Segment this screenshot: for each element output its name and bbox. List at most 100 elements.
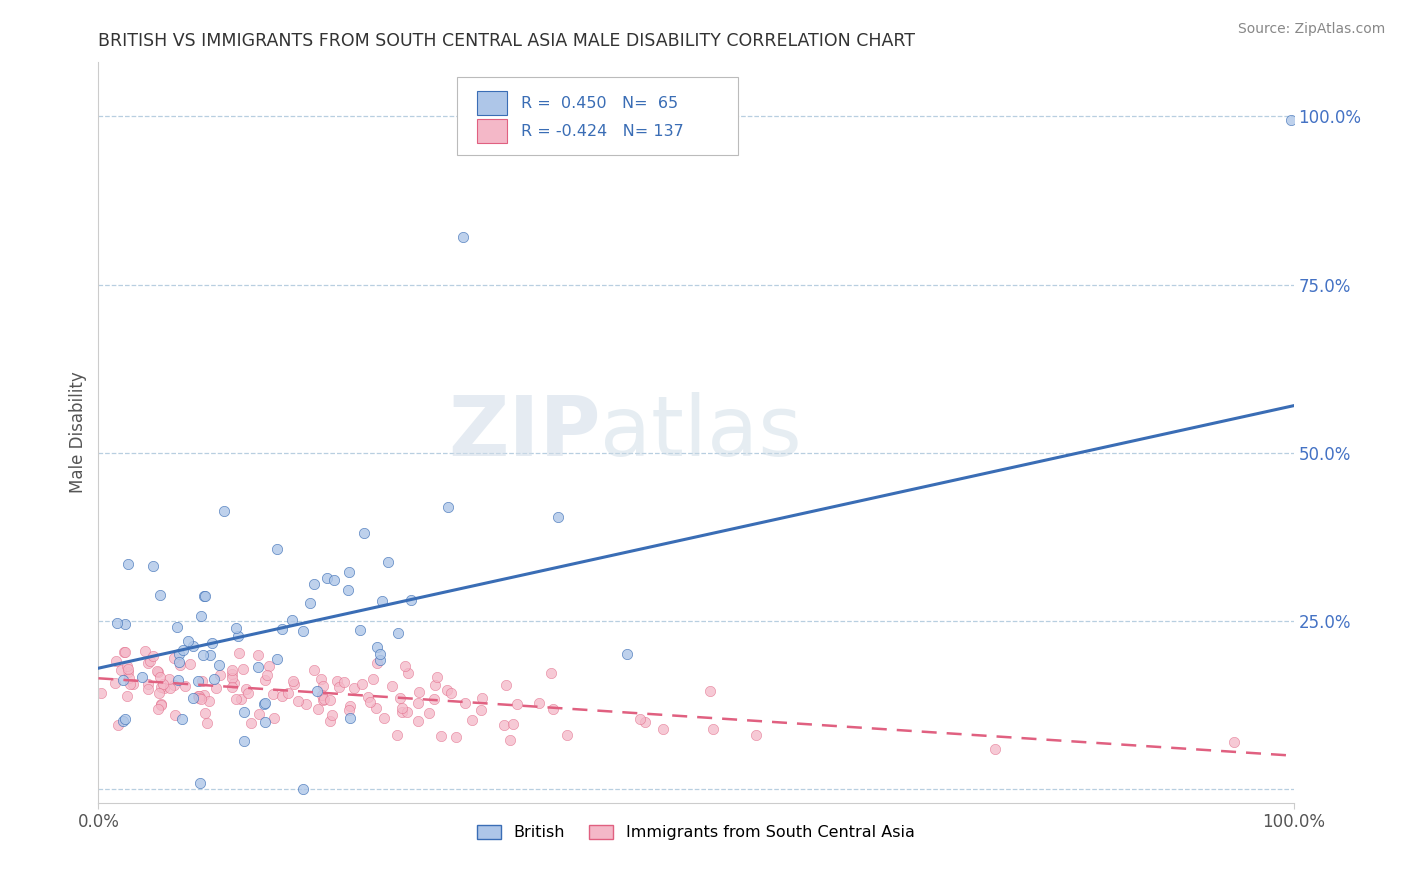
Point xyxy=(339,711,361,725)
Point xyxy=(235,681,257,696)
Point xyxy=(418,706,440,720)
Point xyxy=(136,681,159,696)
Point xyxy=(395,705,418,719)
Point xyxy=(350,677,373,691)
Point xyxy=(149,588,172,602)
Point xyxy=(628,713,651,727)
Point xyxy=(153,681,176,695)
Point xyxy=(371,594,394,608)
Point xyxy=(183,639,205,653)
Point xyxy=(266,541,288,556)
Point xyxy=(388,691,411,706)
Point xyxy=(1279,112,1302,127)
Point xyxy=(247,660,270,674)
Point xyxy=(357,690,380,704)
Point xyxy=(110,663,132,677)
Point xyxy=(204,681,226,695)
Bar xyxy=(477,91,508,115)
Point xyxy=(312,692,335,706)
Point xyxy=(239,716,262,731)
Point xyxy=(174,679,197,693)
Point xyxy=(202,672,225,686)
Point xyxy=(440,686,463,700)
Point xyxy=(292,782,315,797)
Point xyxy=(312,679,335,693)
Point xyxy=(146,702,169,716)
Point xyxy=(107,616,129,631)
Point xyxy=(208,658,231,673)
Point xyxy=(332,675,354,690)
Point xyxy=(225,692,247,706)
Point xyxy=(188,689,211,703)
Point xyxy=(460,713,482,727)
Point xyxy=(253,697,276,711)
Point xyxy=(408,685,430,699)
Point xyxy=(198,648,221,663)
Point xyxy=(111,673,134,688)
Text: R = -0.424   N= 137: R = -0.424 N= 137 xyxy=(522,124,685,139)
Point xyxy=(167,673,190,687)
Point xyxy=(287,694,309,708)
Point xyxy=(328,680,350,694)
Point xyxy=(259,659,281,673)
Point xyxy=(547,509,569,524)
Point xyxy=(307,702,329,716)
Text: atlas: atlas xyxy=(600,392,801,473)
Text: ZIP: ZIP xyxy=(449,392,600,473)
Point xyxy=(114,645,136,659)
Point xyxy=(401,593,423,607)
Point xyxy=(177,633,200,648)
Point xyxy=(149,698,172,713)
Legend: British, Immigrants from South Central Asia: British, Immigrants from South Central A… xyxy=(471,818,921,847)
Point xyxy=(193,688,215,702)
Point xyxy=(309,672,332,686)
Point xyxy=(366,640,388,654)
Point xyxy=(181,691,204,706)
Point xyxy=(191,674,214,689)
Point xyxy=(495,678,517,692)
Point xyxy=(225,621,247,635)
Point xyxy=(541,701,564,715)
Point xyxy=(470,703,492,717)
Point xyxy=(616,647,638,661)
Point xyxy=(253,715,276,730)
Point xyxy=(446,730,468,744)
Point xyxy=(471,690,494,705)
Point xyxy=(364,701,387,715)
Point xyxy=(506,697,529,711)
Point xyxy=(337,565,360,579)
Point xyxy=(191,648,214,663)
Point xyxy=(105,654,128,668)
Point xyxy=(195,715,218,730)
Point xyxy=(172,643,194,657)
Point xyxy=(319,693,342,707)
Point xyxy=(226,629,249,643)
Point xyxy=(142,649,165,664)
Point xyxy=(166,620,188,634)
Point xyxy=(699,684,721,698)
Point xyxy=(337,582,360,597)
Point xyxy=(325,673,347,688)
Point xyxy=(634,714,657,729)
Point xyxy=(254,673,277,687)
Point xyxy=(117,662,139,676)
Point xyxy=(194,589,217,603)
Point xyxy=(270,622,292,636)
Point xyxy=(423,678,446,692)
Point xyxy=(299,596,322,610)
Point xyxy=(323,573,346,587)
Point xyxy=(112,645,135,659)
Point xyxy=(118,671,141,685)
Point xyxy=(232,733,254,747)
Point xyxy=(266,652,288,666)
Point xyxy=(377,555,399,569)
Point xyxy=(368,653,391,667)
Point xyxy=(391,705,413,719)
Text: BRITISH VS IMMIGRANTS FROM SOUTH CENTRAL ASIA MALE DISABILITY CORRELATION CHART: BRITISH VS IMMIGRANTS FROM SOUTH CENTRAL… xyxy=(98,32,915,50)
Point xyxy=(187,691,209,706)
Point xyxy=(745,729,768,743)
FancyBboxPatch shape xyxy=(457,78,738,155)
Point xyxy=(162,677,184,691)
Point xyxy=(394,659,416,673)
Point xyxy=(229,692,252,706)
